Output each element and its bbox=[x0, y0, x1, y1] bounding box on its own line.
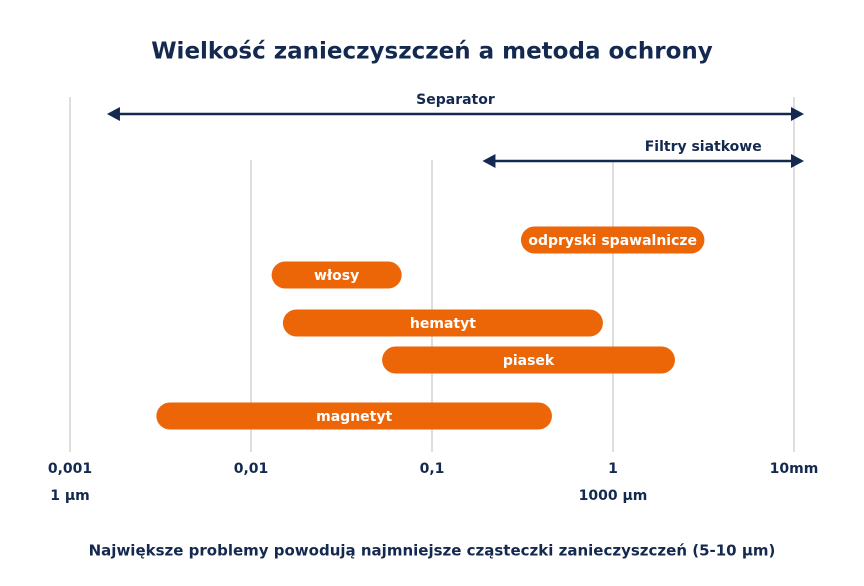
bar-label: włosy bbox=[314, 268, 359, 284]
footnote: Największe problemy powodują najmniejsze… bbox=[89, 542, 776, 560]
x-tick-label: 0,1 bbox=[420, 461, 445, 477]
range-bar bbox=[382, 346, 675, 374]
arrow-label: Filtry siatkowe bbox=[645, 139, 762, 155]
range-bar bbox=[520, 226, 705, 254]
x-tick-label-secondary: 1 µm bbox=[50, 488, 90, 504]
x-tick-label: 10mm bbox=[770, 461, 819, 477]
x-tick-label: 0,01 bbox=[234, 461, 269, 477]
range-bar bbox=[282, 309, 603, 337]
range-bar bbox=[271, 261, 402, 289]
arrow-label: Separator bbox=[416, 92, 495, 108]
range-bar bbox=[156, 402, 552, 430]
x-tick-label: 1 bbox=[608, 461, 618, 477]
x-tick-label-secondary: 1000 µm bbox=[579, 488, 648, 504]
range-arrow bbox=[482, 154, 804, 168]
chart-title: Wielkość zanieczyszczeń a metoda ochrony bbox=[151, 39, 713, 65]
bar-label: magnetyt bbox=[316, 409, 392, 425]
bar-label: piasek bbox=[503, 353, 555, 369]
bar-label: hematyt bbox=[410, 316, 476, 332]
range-arrow bbox=[106, 107, 804, 121]
bar-label: odpryski spawalnicze bbox=[528, 233, 697, 249]
x-tick-label: 0,001 bbox=[48, 461, 92, 477]
